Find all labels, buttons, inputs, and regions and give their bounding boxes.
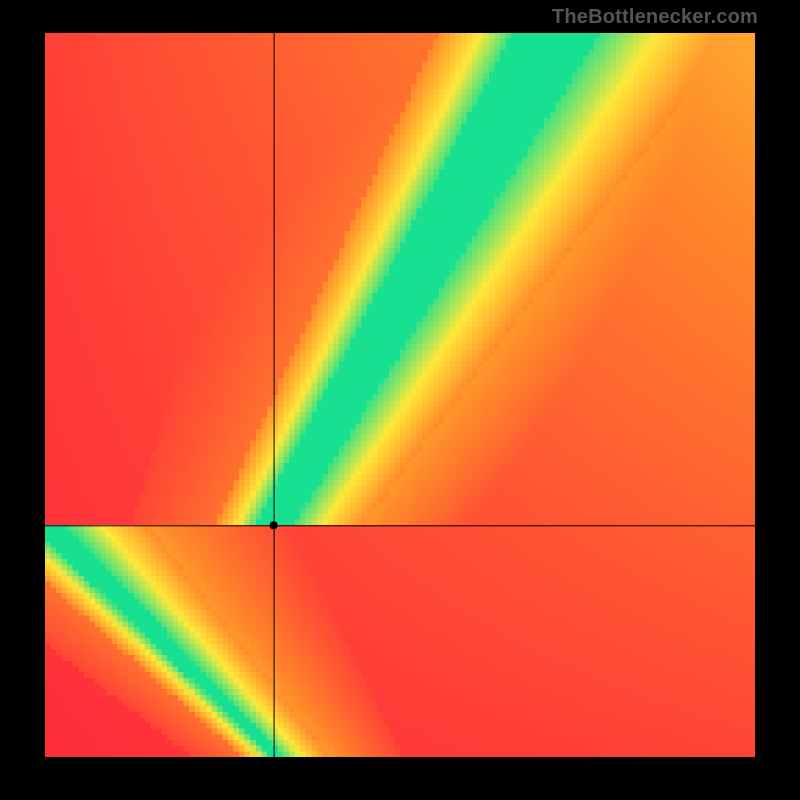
crosshair-overlay <box>45 33 755 757</box>
chart-frame: TheBottlenecker.com <box>0 0 800 800</box>
attribution-label: TheBottlenecker.com <box>552 6 758 29</box>
heatmap-plot <box>45 33 755 757</box>
